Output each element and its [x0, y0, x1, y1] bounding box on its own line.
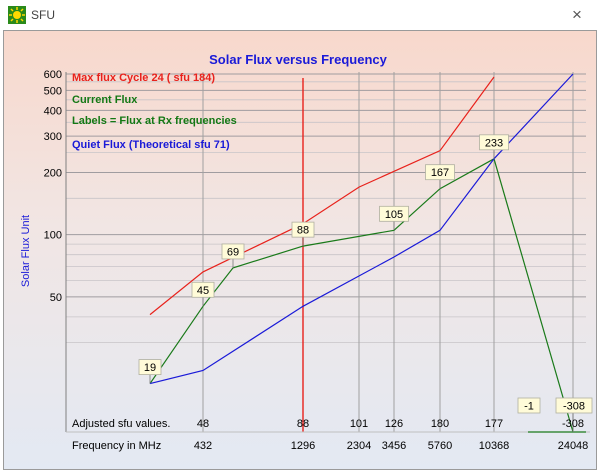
- point-label-box: [221, 243, 245, 260]
- window-title: SFU: [31, 8, 55, 22]
- x-axis-label: Frequency in MHz: [72, 440, 161, 452]
- point-label-box: [379, 205, 409, 222]
- point-label: -308: [563, 401, 585, 413]
- y-tick-label: 400: [44, 105, 62, 117]
- adjusted-value: 126: [385, 418, 403, 430]
- y-tick-label: 100: [44, 230, 62, 242]
- adjusted-value: 101: [350, 418, 368, 430]
- legend-entry: Labels = Flux at Rx frequencies: [72, 115, 237, 127]
- x-tick-label: 2304: [347, 440, 371, 452]
- point-label: 88: [297, 225, 309, 237]
- point-label-box: [425, 164, 455, 181]
- point-label-box: [291, 221, 315, 238]
- sun-app-icon: [8, 6, 26, 24]
- window-titlebar: SFU ×: [0, 0, 597, 30]
- legend-entry: Current Flux: [72, 94, 138, 106]
- adjusted-value: -308: [562, 418, 584, 430]
- y-tick-label: 50: [50, 292, 62, 304]
- adjusted-values-label: Adjusted sfu values.: [72, 418, 170, 430]
- x-tick-label: 10368: [479, 440, 510, 452]
- adjusted-value: 48: [197, 418, 209, 430]
- chart-panel: [3, 30, 597, 470]
- point-label: 45: [197, 285, 209, 297]
- point-label-box: [191, 281, 215, 298]
- point-label-box: [138, 359, 162, 375]
- legend-entry: Max flux Cycle 24 ( sfu 184): [72, 72, 215, 84]
- x-tick-label: 3456: [382, 440, 406, 452]
- point-label: 105: [385, 209, 403, 221]
- x-tick-label: 5760: [428, 440, 452, 452]
- legend-entry: Quiet Flux (Theoretical sfu 71): [72, 139, 230, 151]
- y-axis-label: Solar Flux Unit: [20, 215, 32, 287]
- y-tick-label: 300: [44, 131, 62, 143]
- point-label-box: [555, 397, 593, 414]
- adjusted-value: 88: [297, 418, 309, 430]
- y-tick-label: 600: [44, 69, 62, 81]
- adjusted-value: 177: [485, 418, 503, 430]
- point-label: 233: [485, 137, 503, 149]
- series-line-2: [149, 157, 574, 433]
- y-tick-label: 500: [44, 85, 62, 97]
- y-tick-label: 200: [44, 168, 62, 180]
- point-label: -1: [524, 401, 534, 413]
- point-label: 167: [431, 167, 449, 179]
- point-label: 69: [227, 246, 239, 258]
- series-line-1: [149, 76, 495, 316]
- x-tick-label: 432: [194, 440, 212, 452]
- x-tick-label: 1296: [291, 440, 315, 452]
- point-label-box: [517, 397, 541, 414]
- point-label-box: [479, 134, 509, 151]
- adjusted-value: 180: [431, 418, 449, 430]
- x-tick-label: 24048: [558, 440, 589, 452]
- close-button[interactable]: ×: [572, 5, 582, 24]
- chart-title: Solar Flux versus Frequency: [209, 52, 388, 67]
- point-label: 19: [144, 362, 156, 374]
